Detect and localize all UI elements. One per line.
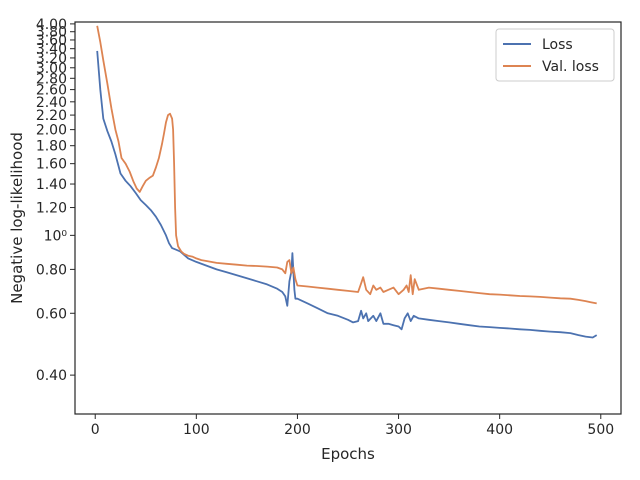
x-tick-label: 400 bbox=[486, 422, 513, 438]
y-tick-label: 1.80 bbox=[36, 139, 67, 155]
x-axis-label: Epochs bbox=[321, 445, 375, 463]
y-tick-label: 2.00 bbox=[36, 123, 67, 139]
y-tick-label: 3.80 bbox=[36, 25, 67, 41]
legend-label-val-loss: Val. loss bbox=[542, 59, 599, 75]
y-tick-label: 4.00 bbox=[36, 17, 67, 33]
x-tick-label: 200 bbox=[284, 422, 311, 438]
x-tick-label: 300 bbox=[385, 422, 412, 438]
y-tick-label: 3.40 bbox=[36, 42, 67, 58]
plot-frame bbox=[74, 21, 622, 415]
series-line-val-loss bbox=[96, 25, 597, 305]
y-tick-label: 2.60 bbox=[36, 83, 67, 99]
x-tick-label: 100 bbox=[183, 422, 210, 438]
x-tick-label: 500 bbox=[587, 422, 614, 438]
x-tick-label: 0 bbox=[91, 422, 100, 438]
y-tick-label: 10⁰ bbox=[44, 228, 68, 244]
y-tick-label: 1.20 bbox=[36, 201, 67, 217]
y-tick-label: 2.40 bbox=[36, 95, 67, 111]
legend-label-loss: Loss bbox=[542, 37, 573, 53]
y-tick-label: 1.60 bbox=[36, 157, 67, 173]
legend: Loss Val. loss bbox=[495, 28, 615, 82]
series-line-loss bbox=[96, 50, 598, 339]
y-axis-label: Negative log-likelihood bbox=[8, 132, 26, 304]
y-tick-label: 3.60 bbox=[36, 33, 67, 49]
y-tick-label: 0.60 bbox=[36, 306, 67, 322]
y-tick-label: 0.80 bbox=[36, 262, 67, 278]
y-tick-label: 0.40 bbox=[36, 368, 67, 384]
y-tick-label: 2.20 bbox=[36, 108, 67, 124]
y-tick-label: 3.20 bbox=[36, 51, 67, 67]
y-tick-label: 3.00 bbox=[36, 61, 67, 77]
y-tick-label: 2.80 bbox=[36, 71, 67, 87]
y-tick-label: 1.40 bbox=[36, 177, 67, 193]
legend-box bbox=[495, 28, 615, 82]
